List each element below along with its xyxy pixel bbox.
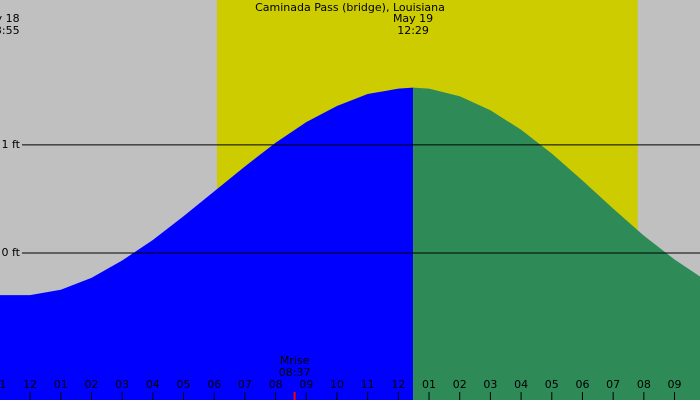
y-tick-label: 0 ft xyxy=(2,246,21,259)
x-tick-label: 12 xyxy=(391,378,405,391)
x-tick-label: 03 xyxy=(115,378,129,391)
extreme-label: May 18 xyxy=(0,12,20,25)
x-tick-label: 03 xyxy=(483,378,497,391)
x-tick-label: 02 xyxy=(84,378,98,391)
x-tick-label: 08 xyxy=(637,378,651,391)
extreme-label: 23:55 xyxy=(0,24,20,37)
x-tick-label: 05 xyxy=(177,378,191,391)
x-tick-label: 08 xyxy=(269,378,283,391)
x-tick-label: 06 xyxy=(207,378,221,391)
extreme-label: May 19 xyxy=(393,12,433,25)
x-tick-label: 12 xyxy=(23,378,37,391)
x-tick-label: 01 xyxy=(422,378,436,391)
event-label: Mrise xyxy=(280,354,310,367)
tide-area xyxy=(413,87,700,400)
event-label: 08:37 xyxy=(279,366,311,379)
x-tick-label: 10 xyxy=(330,378,344,391)
tide-area xyxy=(0,87,414,400)
x-tick-label: 07 xyxy=(606,378,620,391)
y-tick-label: 1 ft xyxy=(2,138,21,151)
x-tick-label: 07 xyxy=(238,378,252,391)
x-tick-label: 11 xyxy=(0,378,6,391)
x-tick-label: 04 xyxy=(514,378,528,391)
extreme-label: 12:29 xyxy=(397,24,429,37)
x-tick-label: 06 xyxy=(575,378,589,391)
x-tick-label: 09 xyxy=(668,378,682,391)
x-tick-label: 09 xyxy=(299,378,313,391)
x-tick-label: 01 xyxy=(54,378,68,391)
x-tick-label: 04 xyxy=(146,378,160,391)
x-tick-label: 05 xyxy=(545,378,559,391)
chart-title: Caminada Pass (bridge), Louisiana xyxy=(255,1,445,14)
x-tick-label: 02 xyxy=(453,378,467,391)
x-tick-label: 11 xyxy=(361,378,375,391)
